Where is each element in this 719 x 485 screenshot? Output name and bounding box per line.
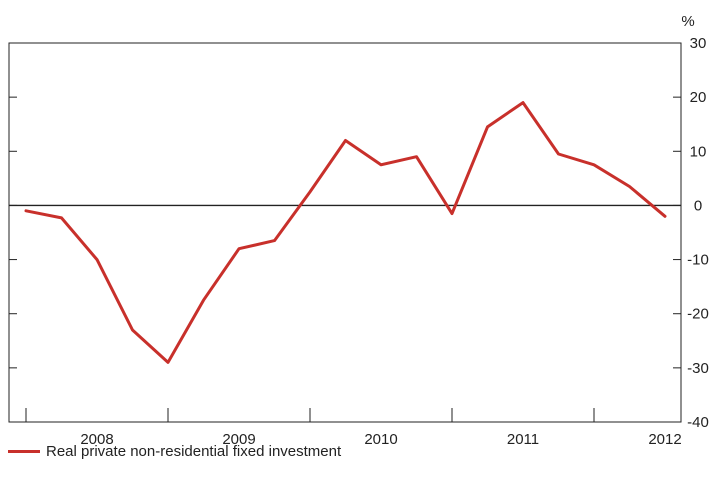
x-tick-label: 2008 [80, 431, 113, 448]
series-line [24, 101, 667, 364]
x-tick-label: 2011 [507, 431, 539, 448]
y-tick-label: -10 [687, 252, 709, 269]
x-tick-label: 2010 [364, 431, 397, 448]
x-tick-label: 2012 [648, 431, 681, 448]
plot-border [8, 42, 682, 423]
y-tick-label: -20 [687, 306, 709, 323]
legend-label: Real private non-residential fixed inves… [46, 443, 342, 460]
legend: Real private non-residential fixed inves… [8, 443, 341, 460]
y-tick-label: -30 [687, 360, 709, 377]
y-unit-label: % [681, 13, 694, 30]
x-tick-label: 2009 [222, 431, 255, 448]
y-tick-label: 0 [694, 197, 702, 214]
y-tick-label: 20 [690, 89, 707, 106]
x-axis: 2008 2009 2010 2011 2012 [25, 408, 682, 448]
y-tick-label: 30 [690, 35, 707, 52]
series-lines [24, 101, 667, 364]
y-axis: 30 20 10 0 -10 -20 -30 -40 [9, 35, 709, 431]
plot-frame [8, 42, 682, 423]
legend-swatch [8, 450, 40, 453]
y-tick-label: 10 [690, 143, 707, 160]
y-tick-label: -40 [687, 414, 709, 431]
